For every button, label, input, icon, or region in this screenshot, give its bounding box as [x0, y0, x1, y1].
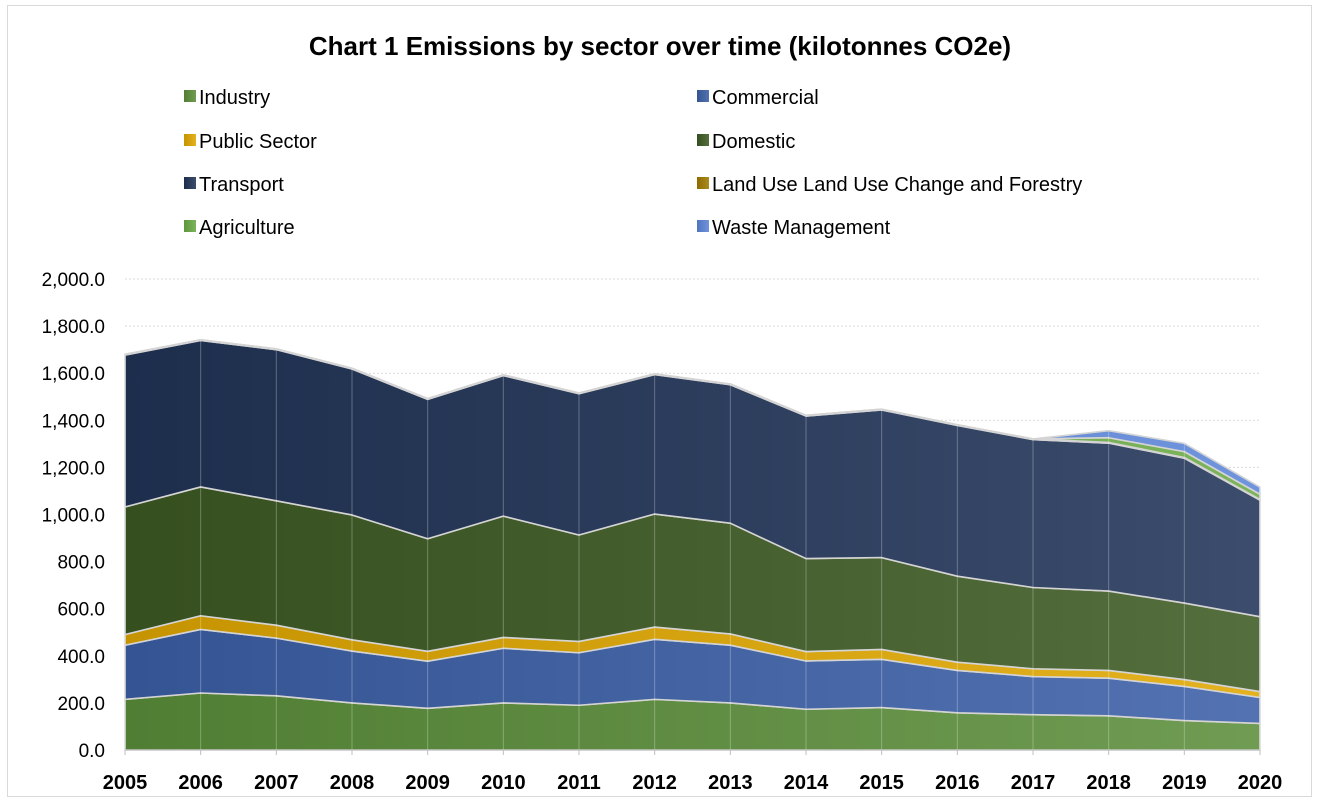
legend-label: Industry: [199, 87, 270, 109]
legend-item-domestic: Domestic: [697, 131, 795, 153]
x-tick-label: 2008: [330, 772, 375, 794]
chart-title: Chart 1 Emissions by sector over time (k…: [309, 31, 1011, 61]
legend-swatch: [697, 177, 709, 189]
y-tick-label: 0.0: [79, 741, 105, 762]
x-tick-label: 2018: [1086, 772, 1131, 794]
y-tick-label: 1,400.0: [42, 411, 105, 432]
legend-label: Agriculture: [199, 217, 295, 239]
legend-swatch: [697, 134, 709, 146]
x-tick-label: 2010: [481, 772, 526, 794]
legend-item-agriculture: Agriculture: [184, 217, 295, 239]
legend-item-commercial: Commercial: [697, 87, 819, 109]
legend: Industry Commercial Public Sector Domestic T…: [184, 87, 1082, 239]
legend-item-waste-management: Waste Management: [697, 217, 891, 239]
x-axis: 2005 2006 2007 2008 2009 2010 2011 2012 2013 2014…: [103, 749, 1283, 794]
y-tick-label: 600.0: [57, 600, 105, 621]
legend-item-transport: Transport: [184, 174, 284, 196]
legend-label: Commercial: [712, 87, 819, 109]
legend-label: Transport: [199, 174, 284, 196]
legend-swatch: [184, 134, 196, 146]
x-tick-label: 2020: [1238, 772, 1283, 794]
y-tick-label: 1,200.0: [42, 458, 105, 479]
legend-swatch: [697, 220, 709, 232]
area-waste-management: [124, 338, 1261, 496]
x-tick-label: 2011: [557, 772, 600, 794]
x-tick-label: 2013: [708, 772, 753, 794]
legend-item-industry: Industry: [184, 87, 270, 109]
legend-swatch: [184, 90, 196, 102]
legend-swatch: [697, 90, 709, 102]
legend-swatch: [184, 177, 196, 189]
y-tick-label: 1,600.0: [42, 364, 105, 385]
x-tick-label: 2009: [405, 772, 450, 794]
x-tick-label: 2005: [103, 772, 148, 794]
legend-label: Domestic: [712, 131, 795, 153]
category-lines: [124, 339, 1261, 750]
y-tick-label: 1,000.0: [42, 506, 105, 527]
legend-label: Public Sector: [199, 131, 317, 153]
legend-item-land-use-land-use-change-and-forestry: Land Use Land Use Change and Forestry: [697, 174, 1082, 196]
plot-area: [124, 338, 1261, 751]
legend-swatch: [184, 220, 196, 232]
x-tick-label: 2016: [935, 772, 980, 794]
y-tick-label: 800.0: [57, 553, 105, 574]
y-axis: 0.0 200.0 400.0 600.0 800.0 1,000.0 1,200.0 1,4…: [42, 270, 105, 762]
chart-svg: Chart 1 Emissions by sector over time (k…: [42, 31, 1283, 794]
y-tick-label: 1,800.0: [42, 317, 105, 338]
x-tick-label: 2006: [178, 772, 223, 794]
x-tick-label: 2015: [859, 772, 904, 794]
legend-item-public-sector: Public Sector: [184, 131, 317, 153]
y-tick-label: 400.0: [57, 647, 105, 668]
x-tick-label: 2019: [1162, 772, 1207, 794]
y-tick-label: 2,000.0: [42, 270, 105, 291]
y-tick-label: 200.0: [57, 694, 105, 715]
x-tick-label: 2007: [254, 772, 299, 794]
x-tick-label: 2012: [632, 772, 677, 794]
x-tick-label: 2017: [1011, 772, 1056, 794]
legend-label: Land Use Land Use Change and Forestry: [712, 174, 1082, 196]
chart-frame: Chart 1 Emissions by sector over time (k…: [7, 5, 1312, 797]
legend-label: Waste Management: [712, 217, 891, 239]
x-tick-label: 2014: [784, 772, 829, 794]
